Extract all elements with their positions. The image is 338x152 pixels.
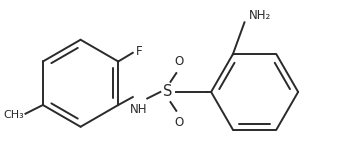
Text: O: O (174, 55, 184, 68)
Text: NH: NH (130, 103, 147, 116)
Text: O: O (174, 116, 184, 129)
Text: F: F (136, 45, 142, 58)
Text: NH₂: NH₂ (249, 9, 271, 22)
Text: CH₃: CH₃ (3, 110, 24, 120)
Text: S: S (163, 85, 172, 99)
